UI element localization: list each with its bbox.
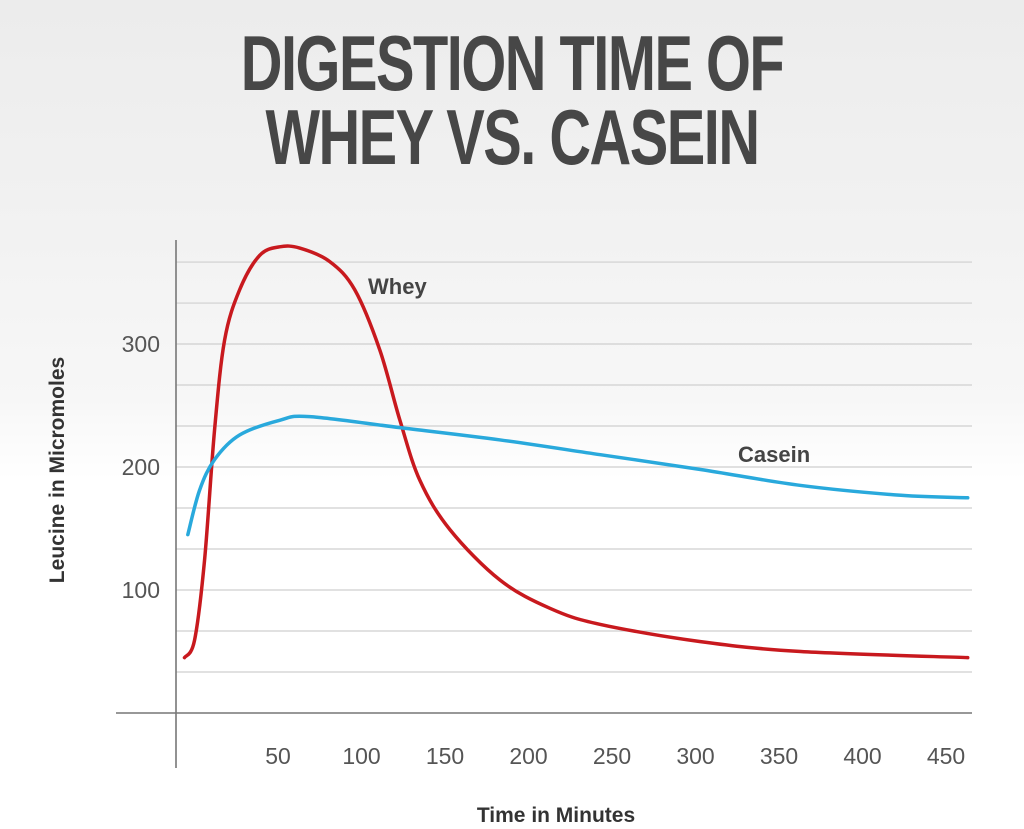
y-axis-label: Leucine in Micromoles [46, 357, 69, 583]
x-tick-label: 300 [676, 743, 714, 769]
series-label-whey: Whey [368, 274, 427, 299]
x-tick-label: 250 [593, 743, 631, 769]
y-tick-label: 100 [122, 577, 160, 603]
x-axis-label: Time in Minutes [477, 804, 635, 827]
chart-title-line-2: WHEY VS. CASEIN [265, 93, 760, 181]
x-tick-label: 50 [265, 743, 291, 769]
series-label-casein: Casein [738, 442, 810, 467]
x-tick-label: 100 [342, 743, 380, 769]
x-tick-label: 400 [843, 743, 881, 769]
y-tick-label: 300 [122, 331, 160, 357]
chart-title-line-1: DIGESTION TIME OF [240, 19, 785, 107]
y-tick-label: 200 [122, 454, 160, 480]
x-tick-label: 150 [426, 743, 464, 769]
x-tick-label: 350 [760, 743, 798, 769]
x-tick-label: 450 [927, 743, 965, 769]
series-line-whey [182, 244, 970, 660]
series-line-casein [186, 414, 970, 537]
x-tick-label: 200 [509, 743, 547, 769]
